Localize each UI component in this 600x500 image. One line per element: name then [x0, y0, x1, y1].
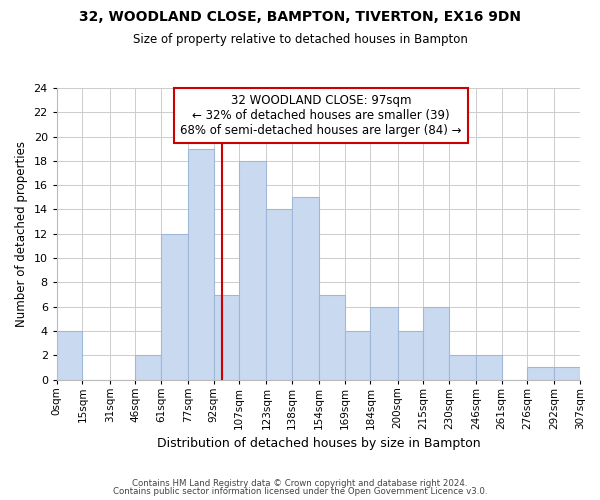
Text: 32 WOODLAND CLOSE: 97sqm
← 32% of detached houses are smaller (39)
68% of semi-d: 32 WOODLAND CLOSE: 97sqm ← 32% of detach… [180, 94, 462, 137]
Bar [214, 294, 239, 380]
Bar [370, 306, 398, 380]
Bar [161, 234, 188, 380]
Bar [554, 368, 580, 380]
Bar [135, 356, 161, 380]
Bar [292, 198, 319, 380]
Bar [476, 356, 502, 380]
Bar [423, 306, 449, 380]
Bar [527, 368, 554, 380]
Bar [239, 161, 266, 380]
Bar [319, 294, 345, 380]
Bar [188, 148, 214, 380]
Bar [398, 331, 423, 380]
Bar [266, 210, 292, 380]
Text: Contains public sector information licensed under the Open Government Licence v3: Contains public sector information licen… [113, 487, 487, 496]
Text: 32, WOODLAND CLOSE, BAMPTON, TIVERTON, EX16 9DN: 32, WOODLAND CLOSE, BAMPTON, TIVERTON, E… [79, 10, 521, 24]
Bar [449, 356, 476, 380]
Bar [57, 331, 82, 380]
Text: Contains HM Land Registry data © Crown copyright and database right 2024.: Contains HM Land Registry data © Crown c… [132, 478, 468, 488]
X-axis label: Distribution of detached houses by size in Bampton: Distribution of detached houses by size … [157, 437, 480, 450]
Text: Size of property relative to detached houses in Bampton: Size of property relative to detached ho… [133, 32, 467, 46]
Bar [345, 331, 370, 380]
Y-axis label: Number of detached properties: Number of detached properties [15, 141, 28, 327]
